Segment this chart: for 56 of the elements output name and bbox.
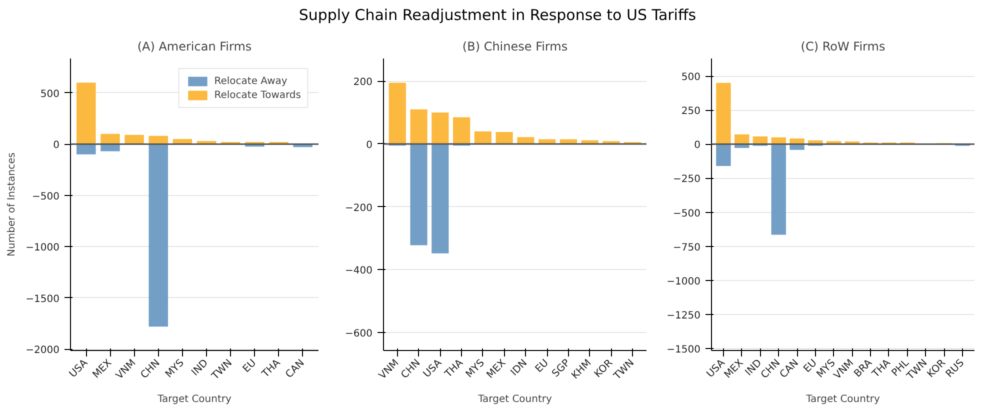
chart-title: (B) Chinese Firms <box>462 40 568 54</box>
y-tick-label: −200 <box>345 202 373 214</box>
bar <box>410 144 428 246</box>
y-tick-label: −1000 <box>26 242 60 254</box>
y-tick-label: −600 <box>345 328 373 340</box>
y-tick-label: −1250 <box>666 310 700 322</box>
x-tick-label: THA <box>442 358 466 381</box>
y-tick-label: −500 <box>32 191 60 202</box>
y-tick-label: −2000 <box>26 345 60 356</box>
y-tick-label: 0 <box>53 140 60 152</box>
bar <box>716 144 731 166</box>
bar <box>771 144 786 235</box>
x-tick-label: IND <box>190 357 211 378</box>
y-tick-label: 500 <box>40 88 60 100</box>
legend-label: Relocate Towards <box>214 90 301 100</box>
bar <box>452 117 470 144</box>
y-tick-label: −500 <box>673 208 701 220</box>
y-tick-label: −400 <box>345 266 373 277</box>
y-tick-label: 0 <box>694 140 701 152</box>
x-tick-label: EU <box>241 358 259 376</box>
bar <box>124 134 144 144</box>
text: Supply Chain Readjustment in Response to US Tariffs <box>298 5 696 26</box>
x-axis-title: Target Country <box>156 394 232 405</box>
y-tick-label: −1500 <box>666 344 700 356</box>
y-tick-label: 200 <box>353 77 373 88</box>
x-axis-title: Target Country <box>805 394 880 405</box>
bar <box>410 109 428 144</box>
bar <box>100 134 120 144</box>
legend-label: Relocate Away <box>214 76 288 86</box>
bar <box>388 82 406 144</box>
y-tick-label: −250 <box>673 174 701 186</box>
bar <box>716 82 731 144</box>
x-tick-label: IDN <box>508 358 530 378</box>
bar <box>148 136 168 144</box>
bar <box>148 144 168 327</box>
y-tick-label: −750 <box>673 242 701 254</box>
bar <box>76 144 96 154</box>
x-tick-label: THA <box>260 358 283 381</box>
chart-title: (C) RoW Firms <box>800 40 886 54</box>
bar <box>496 132 513 144</box>
x-tick-label: EU <box>534 358 551 376</box>
y-tick-label: 0 <box>366 140 373 151</box>
y-axis-title: Number of Instances <box>6 152 18 256</box>
y-tick-label: −1500 <box>26 294 60 305</box>
bar <box>432 112 449 144</box>
x-tick-label: USA <box>68 358 90 380</box>
bar <box>734 134 750 144</box>
y-tick-label: 500 <box>681 72 701 84</box>
bar <box>432 144 449 254</box>
bar <box>474 131 492 144</box>
bar <box>76 82 96 144</box>
x-tick-label: USA <box>422 358 444 380</box>
y-tick-label: 250 <box>681 106 701 118</box>
chart-title: (A) American Firms <box>137 40 252 54</box>
x-axis-title: Target Country <box>477 394 552 405</box>
y-tick-label: −1000 <box>666 276 700 288</box>
